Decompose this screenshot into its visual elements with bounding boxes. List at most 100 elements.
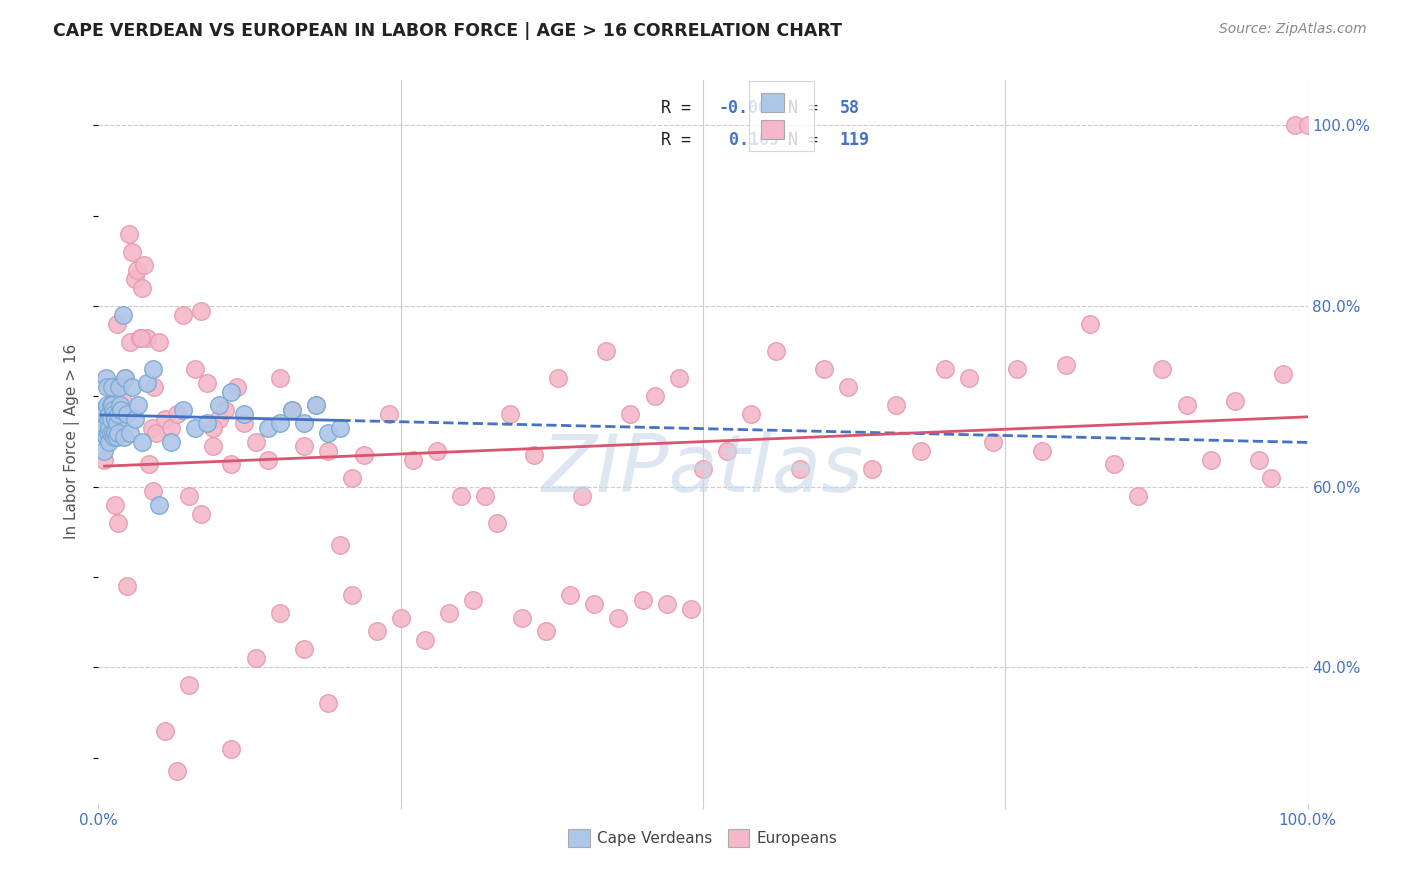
Text: ZIPatlas: ZIPatlas — [541, 432, 865, 509]
Point — [129, 331, 152, 345]
Point — [111, 393, 134, 408]
Point — [342, 471, 364, 485]
Text: CAPE VERDEAN VS EUROPEAN IN LABOR FORCE | AGE > 16 CORRELATION CHART: CAPE VERDEAN VS EUROPEAN IN LABOR FORCE … — [53, 22, 842, 40]
Point — [172, 403, 194, 417]
Point — [256, 452, 278, 467]
Point — [221, 741, 243, 756]
Point — [269, 606, 291, 620]
Point — [148, 498, 170, 512]
Point — [510, 610, 533, 624]
Text: R =: R = — [661, 130, 690, 149]
Point — [100, 425, 122, 440]
Point — [281, 403, 304, 417]
Point — [108, 398, 131, 412]
Text: 0.169: 0.169 — [718, 130, 779, 149]
Point — [692, 461, 714, 475]
Point — [100, 380, 122, 394]
Point — [269, 417, 291, 431]
Point — [486, 516, 509, 530]
Point — [534, 624, 557, 639]
Point — [90, 425, 112, 440]
Point — [305, 398, 328, 412]
Point — [232, 408, 254, 422]
Point — [127, 398, 149, 412]
Point — [105, 417, 128, 431]
Point — [142, 362, 165, 376]
Point — [305, 398, 328, 412]
Point — [105, 430, 128, 444]
Point — [142, 484, 165, 499]
Point — [97, 412, 120, 426]
Point — [450, 489, 472, 503]
Point — [547, 371, 569, 385]
Point — [98, 434, 121, 449]
Point — [112, 430, 135, 444]
Point — [1031, 443, 1053, 458]
Point — [353, 448, 375, 462]
Point — [98, 408, 121, 422]
Point — [1199, 452, 1222, 467]
Point — [1054, 358, 1077, 372]
Point — [437, 606, 460, 620]
Point — [124, 412, 146, 426]
Point — [245, 434, 267, 449]
Point — [292, 439, 315, 453]
Point — [111, 308, 134, 322]
Point — [131, 434, 153, 449]
Point — [107, 425, 129, 440]
Point — [619, 408, 641, 422]
Point — [135, 376, 157, 390]
Point — [716, 443, 738, 458]
Point — [141, 421, 163, 435]
Point — [668, 371, 690, 385]
Point — [1260, 471, 1282, 485]
Point — [138, 457, 160, 471]
Point — [96, 398, 118, 412]
Text: N =: N = — [787, 99, 818, 117]
Point — [655, 597, 678, 611]
Text: 58: 58 — [839, 99, 859, 117]
Point — [101, 425, 124, 440]
Legend: Cape Verdeans, Europeans: Cape Verdeans, Europeans — [562, 823, 844, 853]
Point — [837, 380, 859, 394]
Point — [1223, 393, 1246, 408]
Text: 119: 119 — [839, 130, 870, 149]
Point — [607, 610, 630, 624]
Point — [100, 408, 122, 422]
Point — [202, 421, 225, 435]
Point — [114, 371, 136, 385]
Point — [108, 380, 131, 394]
Point — [1102, 457, 1125, 471]
Text: Source: ZipAtlas.com: Source: ZipAtlas.com — [1219, 22, 1367, 37]
Point — [957, 371, 980, 385]
Point — [184, 362, 207, 376]
Point — [595, 344, 617, 359]
Point — [166, 764, 188, 779]
Point — [558, 588, 581, 602]
Point — [292, 417, 315, 431]
Point — [97, 425, 120, 440]
Point — [97, 425, 120, 440]
Point — [117, 408, 139, 422]
Point — [124, 272, 146, 286]
Point — [93, 452, 115, 467]
Point — [1175, 398, 1198, 412]
Point — [153, 723, 176, 738]
Point — [413, 633, 436, 648]
Point — [426, 443, 449, 458]
Point — [474, 489, 496, 503]
Point — [342, 588, 364, 602]
Point — [160, 434, 183, 449]
Point — [114, 371, 136, 385]
Point — [316, 425, 339, 440]
Point — [118, 227, 141, 241]
Point — [1296, 119, 1319, 133]
Point — [121, 380, 143, 394]
Point — [118, 335, 141, 350]
Point — [813, 362, 835, 376]
Point — [145, 425, 167, 440]
Text: N =: N = — [787, 130, 818, 149]
Point — [179, 678, 201, 692]
Point — [104, 425, 127, 440]
Point — [292, 642, 315, 657]
